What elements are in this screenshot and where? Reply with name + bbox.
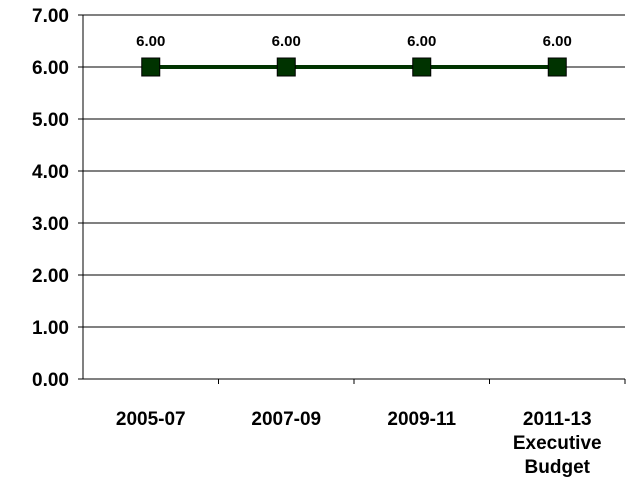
x-category-label-line: Executive — [513, 433, 602, 454]
data-point-marker — [276, 57, 296, 77]
gridlines — [83, 14, 625, 328]
y-tick-label: 7.00 — [32, 6, 69, 27]
y-tick-label: 6.00 — [32, 58, 69, 79]
data-point-marker — [141, 57, 161, 77]
data-point-marker — [547, 57, 567, 77]
data-labels: 6.00 6.00 6.00 6.00 — [136, 33, 572, 50]
y-tick-label: 5.00 — [32, 110, 69, 131]
data-point-marker — [412, 57, 432, 77]
y-tick-label: 0.00 — [32, 370, 69, 391]
data-label: 6.00 — [136, 33, 165, 50]
x-category-label-line: Budget — [525, 457, 591, 478]
x-category-label-line: 2005-07 — [116, 409, 186, 430]
x-category-label-line: 2009-11 — [387, 409, 456, 430]
x-category-label: 2011-13 Executive Budget — [513, 409, 602, 478]
y-tick-label: 3.00 — [32, 214, 69, 235]
x-category-label-line: 2011-13 — [523, 409, 592, 430]
data-label: 6.00 — [272, 33, 301, 50]
y-tick-label: 2.00 — [32, 266, 69, 287]
y-tick-label: 1.00 — [32, 318, 69, 339]
x-category-label: 2007-09 — [251, 409, 321, 430]
series — [141, 57, 567, 77]
axes — [78, 14, 626, 384]
y-tick-label: 4.00 — [32, 162, 69, 183]
y-tick-labels: 0.00 1.00 2.00 3.00 4.00 5.00 6.00 7.00 — [32, 6, 69, 391]
x-category-label: 2009-11 — [387, 409, 456, 430]
data-label: 6.00 — [543, 33, 572, 50]
x-category-labels: 2005-07 2007-09 2009-11 2011-13 Executive Bud… — [116, 409, 602, 478]
x-category-label: 2005-07 — [116, 409, 186, 430]
x-category-label-line: 2007-09 — [251, 409, 321, 430]
data-label: 6.00 — [407, 33, 436, 50]
